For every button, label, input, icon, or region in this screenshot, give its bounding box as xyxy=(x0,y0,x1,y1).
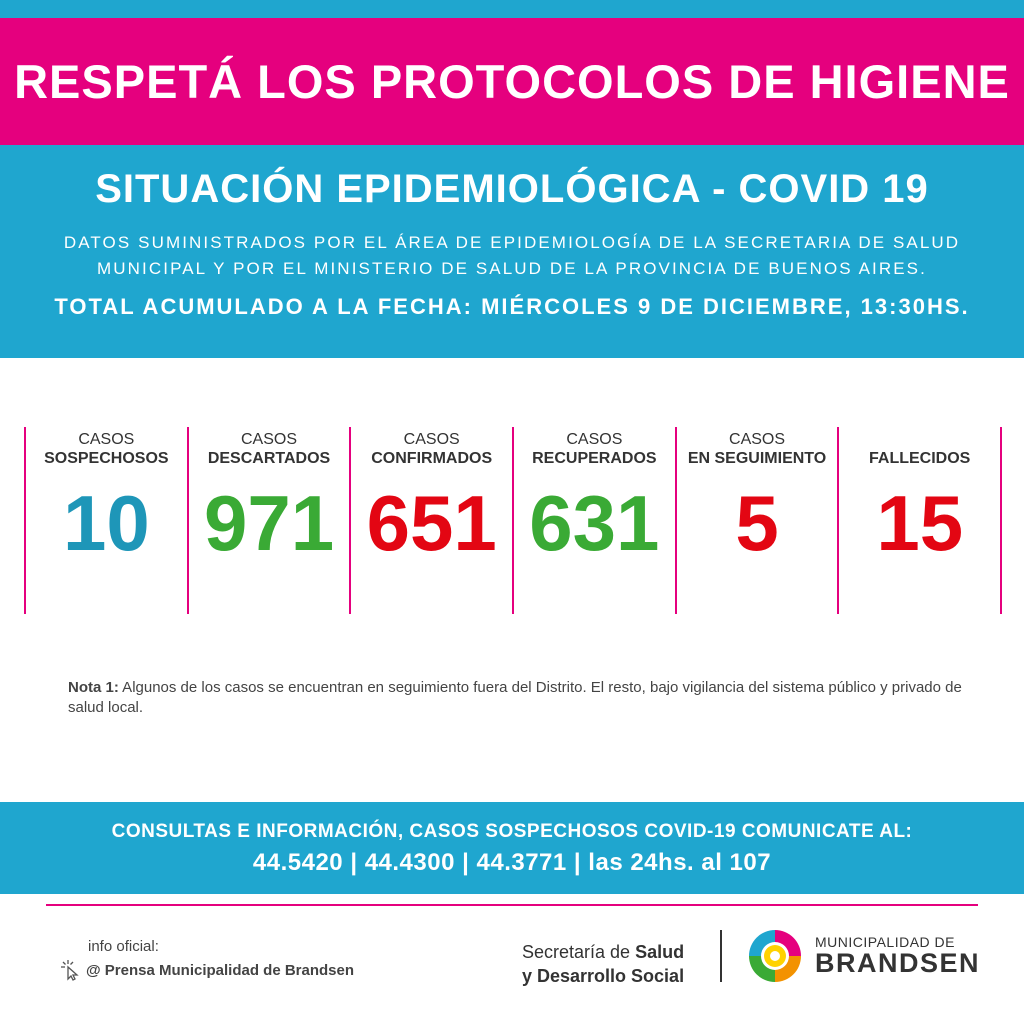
stat-label-top: CASOS xyxy=(403,431,460,448)
stat-label: RECUPERADOS xyxy=(532,450,657,467)
source-line-1: DATOS SUMINISTRADOS POR EL ÁREA DE EPIDE… xyxy=(63,233,961,252)
hygiene-banner: RESPETÁ LOS PROTOCOLOS DE HIGIENE xyxy=(0,18,1024,145)
stat-label-top xyxy=(839,431,1000,449)
stat-confirmados: CASOS CONFIRMADOS 651 xyxy=(349,427,512,614)
stat-label: SOSPECHOSOS xyxy=(44,450,169,467)
secretaria-label: Secretaría de Salud y Desarrollo Social xyxy=(522,940,684,988)
total-date: TOTAL ACUMULADO A LA FECHA: MIÉRCOLES 9 … xyxy=(54,294,970,319)
note-label: Nota 1: xyxy=(68,679,119,696)
contact-phones: 44.5420 | 44.4300 | 44.3771 | las 24hs. … xyxy=(252,849,772,876)
stat-label-top: CASOS xyxy=(241,431,298,448)
stat-recuperados: CASOS RECUPERADOS 631 xyxy=(512,427,675,614)
municipality-name: MUNICIPALIDAD DE BRANDSEN xyxy=(815,934,980,979)
cursor-click-icon xyxy=(61,960,79,981)
stat-label-top: CASOS xyxy=(729,431,786,448)
stat-value: 631 xyxy=(529,479,660,567)
stat-value: 5 xyxy=(735,479,779,567)
secretaria-prefix: Secretaría de xyxy=(522,942,636,962)
stat-value: 15 xyxy=(876,479,964,567)
source-text: DATOS SUMINISTRADOS POR EL ÁREA DE EPIDE… xyxy=(52,230,972,282)
note-text: Algunos de los casos se encuentran en se… xyxy=(68,679,962,716)
source-line-2: MUNICIPAL Y POR EL MINISTERIO DE SALUD D… xyxy=(97,259,927,278)
stat-label: DESCARTADOS xyxy=(207,450,331,467)
footnote: Nota 1: Algunos de los casos se encuentr… xyxy=(68,678,968,718)
footer-divider xyxy=(720,930,722,982)
stat-label: EN SEGUIMIENTO xyxy=(687,450,827,467)
divider-line xyxy=(46,904,978,906)
contact-heading: CONSULTAS E INFORMACIÓN, CASOS SOSPECHOS… xyxy=(111,821,913,842)
stat-label-top: CASOS xyxy=(566,431,623,448)
header-section: SITUACIÓN EPIDEMIOLÓGICA - COVID 19 DATO… xyxy=(0,145,1024,358)
page-title: SITUACIÓN EPIDEMIOLÓGICA - COVID 19 xyxy=(95,167,929,211)
secretaria-desarrollo: y Desarrollo Social xyxy=(522,966,685,986)
stat-descartados: CASOS DESCARTADOS 971 xyxy=(186,427,350,614)
stat-value: 651 xyxy=(366,479,497,567)
stat-sospechosos: CASOS SOSPECHOSOS 10 xyxy=(24,427,187,614)
contact-section: CONSULTAS E INFORMACIÓN, CASOS SOSPECHOS… xyxy=(0,802,1024,894)
muni-line-2: BRANDSEN xyxy=(815,948,981,978)
stats-row: CASOS SOSPECHOSOS 10 CASOS DESCARTADOS 9… xyxy=(24,427,1003,614)
stat-value: 10 xyxy=(62,479,150,567)
top-strip xyxy=(0,0,1024,18)
press-link[interactable]: @ Prensa Municipalidad de Brandsen xyxy=(60,959,354,981)
stat-label: CONFIRMADOS xyxy=(371,450,493,467)
info-label: info oficial: xyxy=(88,938,159,955)
stat-value: 971 xyxy=(203,479,335,567)
stat-label-top: CASOS xyxy=(78,431,135,448)
brandsen-logo-icon xyxy=(749,930,801,982)
muni-line-1: MUNICIPALIDAD DE xyxy=(815,934,955,950)
press-text: @ Prensa Municipalidad de Brandsen xyxy=(86,961,355,979)
stat-fallecidos: FALLECIDOS 15 xyxy=(837,427,1003,614)
stat-label: FALLECIDOS xyxy=(869,450,971,467)
stat-seguimiento: CASOS EN SEGUIMIENTO 5 xyxy=(674,427,838,614)
press-info: info oficial: @ Prensa Municipalidad de … xyxy=(60,938,354,981)
banner-title: RESPETÁ LOS PROTOCOLOS DE HIGIENE xyxy=(14,55,1010,108)
secretaria-salud: Salud xyxy=(635,942,685,962)
